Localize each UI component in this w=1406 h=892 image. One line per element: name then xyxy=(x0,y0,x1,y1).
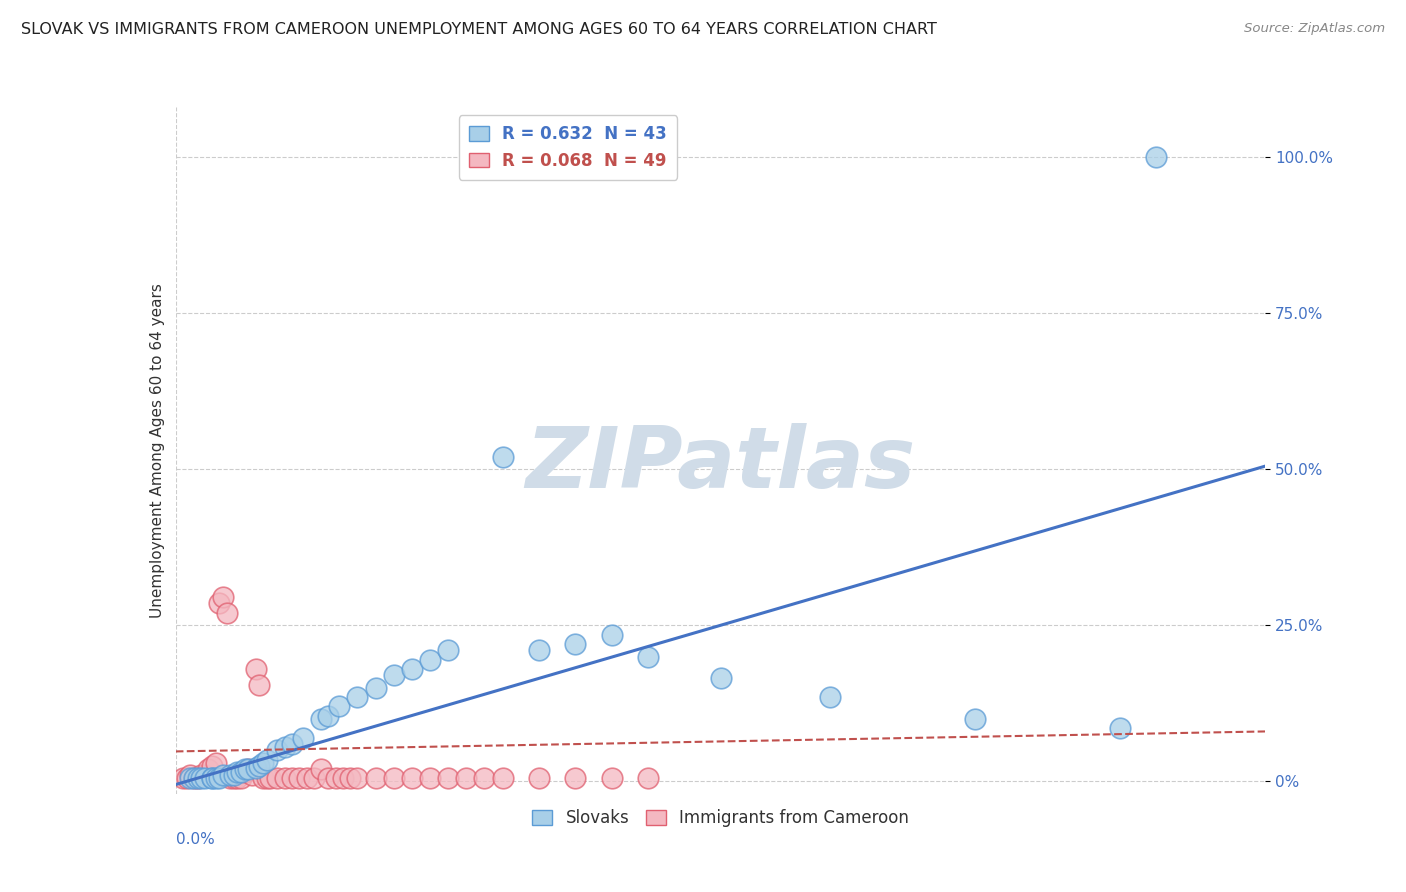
Point xyxy=(291,731,314,745)
Point xyxy=(186,771,209,786)
Point xyxy=(564,771,586,786)
Point xyxy=(710,671,733,685)
Point xyxy=(197,762,219,776)
Point xyxy=(266,771,288,786)
Point xyxy=(456,771,478,786)
Point xyxy=(1146,150,1168,164)
Point xyxy=(204,756,226,770)
Point xyxy=(176,771,198,786)
Point xyxy=(364,681,387,695)
Point xyxy=(382,771,405,786)
Point xyxy=(194,771,217,786)
Point xyxy=(281,771,304,786)
Point xyxy=(309,712,332,726)
Point xyxy=(1109,721,1132,735)
Point xyxy=(208,771,231,786)
Point xyxy=(238,762,260,776)
Point xyxy=(179,768,201,782)
Text: Source: ZipAtlas.com: Source: ZipAtlas.com xyxy=(1244,22,1385,36)
Point xyxy=(309,762,332,776)
Point xyxy=(247,758,270,772)
Text: ZIPatlas: ZIPatlas xyxy=(526,423,915,506)
Point xyxy=(190,768,212,782)
Point xyxy=(382,668,405,682)
Point xyxy=(419,771,441,786)
Text: 0.0%: 0.0% xyxy=(176,831,215,847)
Point xyxy=(274,771,297,786)
Point xyxy=(401,771,423,786)
Point xyxy=(204,771,226,786)
Point xyxy=(172,771,194,786)
Point xyxy=(233,762,256,776)
Point xyxy=(346,771,368,786)
Point xyxy=(245,662,267,676)
Point xyxy=(183,771,205,786)
Point xyxy=(259,771,281,786)
Point xyxy=(231,771,253,786)
Point xyxy=(288,771,311,786)
Point xyxy=(219,768,242,782)
Point xyxy=(226,771,249,786)
Point xyxy=(245,761,267,775)
Point xyxy=(201,771,224,786)
Point xyxy=(346,690,368,705)
Point xyxy=(600,628,623,642)
Point xyxy=(527,771,550,786)
Point xyxy=(325,771,347,786)
Point xyxy=(318,771,340,786)
Point xyxy=(212,768,235,782)
Point xyxy=(318,708,340,723)
Point xyxy=(186,771,209,786)
Point xyxy=(219,771,242,786)
Point xyxy=(474,771,496,786)
Point xyxy=(222,768,245,782)
Point xyxy=(419,653,441,667)
Point xyxy=(332,771,354,786)
Point xyxy=(201,758,224,772)
Point xyxy=(208,597,231,611)
Point xyxy=(252,756,274,770)
Point xyxy=(179,771,201,786)
Point xyxy=(637,649,659,664)
Point xyxy=(183,771,205,786)
Point xyxy=(247,678,270,692)
Point xyxy=(256,771,278,786)
Point xyxy=(492,771,515,786)
Point xyxy=(295,771,318,786)
Point xyxy=(190,771,212,786)
Point xyxy=(527,643,550,657)
Legend: Slovaks, Immigrants from Cameroon: Slovaks, Immigrants from Cameroon xyxy=(526,802,915,834)
Point xyxy=(281,737,304,751)
Point xyxy=(215,606,238,620)
Point xyxy=(328,699,350,714)
Point xyxy=(222,771,245,786)
Point xyxy=(256,753,278,767)
Point xyxy=(231,765,253,780)
Point xyxy=(212,591,235,605)
Point xyxy=(302,771,325,786)
Point xyxy=(564,637,586,651)
Point xyxy=(963,712,986,726)
Y-axis label: Unemployment Among Ages 60 to 64 years: Unemployment Among Ages 60 to 64 years xyxy=(149,283,165,618)
Point xyxy=(401,662,423,676)
Point xyxy=(194,768,217,782)
Point xyxy=(437,771,460,786)
Point xyxy=(600,771,623,786)
Point xyxy=(266,743,288,757)
Point xyxy=(201,771,224,786)
Point xyxy=(339,771,361,786)
Point xyxy=(240,768,263,782)
Point xyxy=(233,765,256,780)
Point xyxy=(252,771,274,786)
Point xyxy=(637,771,659,786)
Point xyxy=(274,740,297,755)
Text: SLOVAK VS IMMIGRANTS FROM CAMEROON UNEMPLOYMENT AMONG AGES 60 TO 64 YEARS CORREL: SLOVAK VS IMMIGRANTS FROM CAMEROON UNEMP… xyxy=(21,22,936,37)
Point xyxy=(437,643,460,657)
Point xyxy=(226,765,249,780)
Point xyxy=(818,690,841,705)
Point xyxy=(238,762,260,776)
Point xyxy=(364,771,387,786)
Point xyxy=(492,450,515,464)
